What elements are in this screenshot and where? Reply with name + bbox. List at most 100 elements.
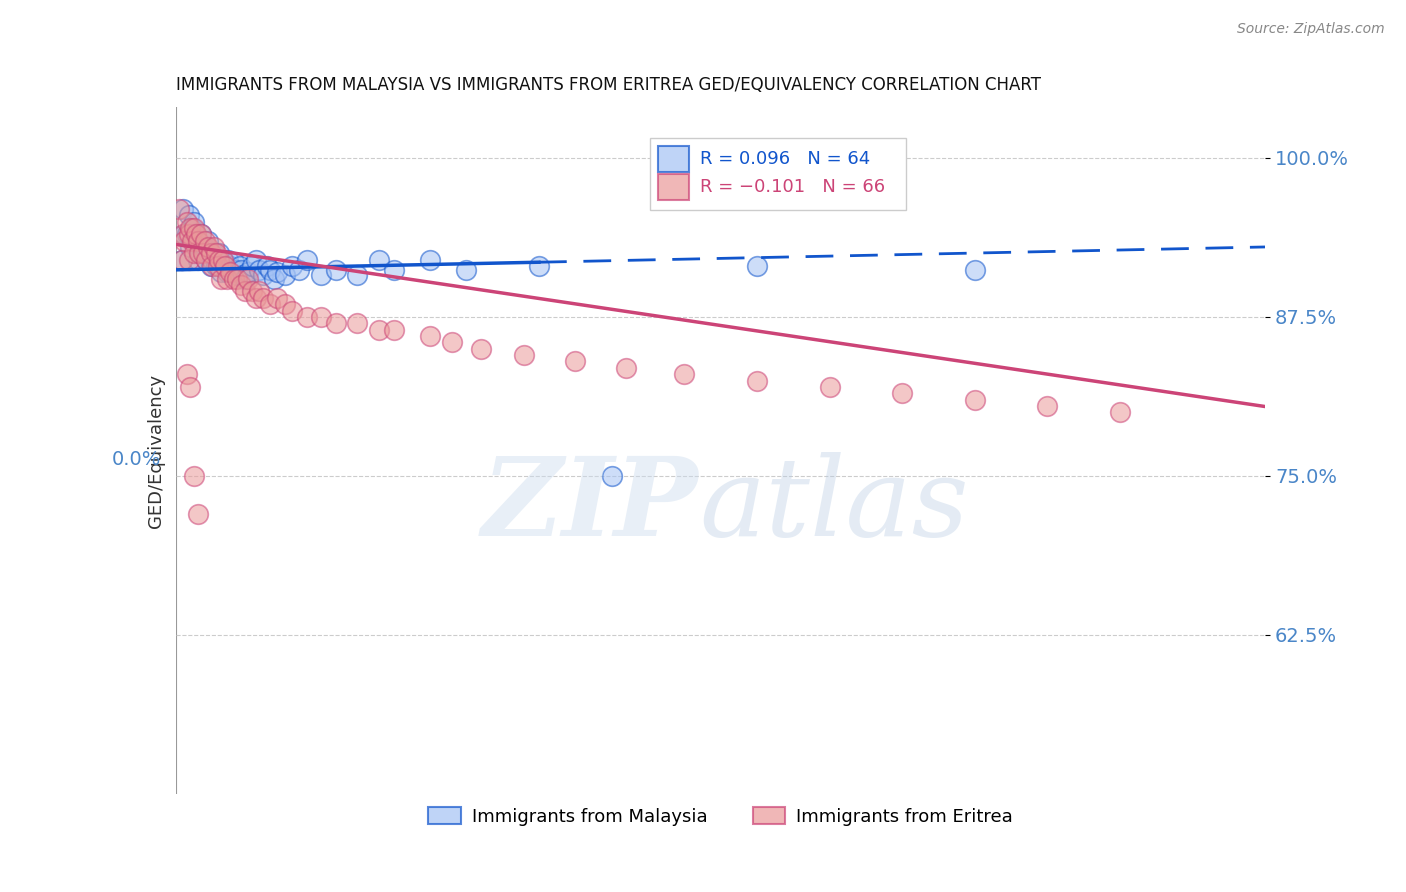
Point xyxy=(470,342,492,356)
Point xyxy=(963,263,986,277)
Point xyxy=(226,268,249,282)
Point xyxy=(231,278,253,293)
Point xyxy=(169,202,191,216)
Point xyxy=(208,246,231,260)
Point xyxy=(295,310,318,324)
Point xyxy=(176,214,198,228)
Point xyxy=(252,291,274,305)
Point xyxy=(614,360,637,375)
Text: atlas: atlas xyxy=(699,451,969,559)
Point xyxy=(177,208,200,222)
Point xyxy=(419,329,441,343)
Point xyxy=(238,271,260,285)
Point xyxy=(201,252,224,267)
Point xyxy=(219,259,242,273)
Point xyxy=(170,252,193,267)
Point xyxy=(247,263,270,277)
Point xyxy=(600,469,623,483)
Point xyxy=(266,265,288,279)
Point xyxy=(295,252,318,267)
Point xyxy=(201,259,224,273)
Point xyxy=(818,380,841,394)
Point xyxy=(274,297,297,311)
Point xyxy=(186,507,209,521)
Point xyxy=(222,271,245,285)
Text: 0.0%: 0.0% xyxy=(112,450,162,469)
Text: R = 0.096   N = 64: R = 0.096 N = 64 xyxy=(700,150,870,168)
Point xyxy=(263,271,285,285)
Point xyxy=(309,268,332,282)
Point xyxy=(186,252,209,267)
FancyBboxPatch shape xyxy=(650,138,905,211)
Point xyxy=(173,227,195,242)
Text: Source: ZipAtlas.com: Source: ZipAtlas.com xyxy=(1237,22,1385,37)
Point xyxy=(325,263,347,277)
Point xyxy=(183,214,205,228)
Point xyxy=(221,265,243,279)
Point xyxy=(202,246,225,260)
Point xyxy=(170,252,193,267)
Point xyxy=(382,323,405,337)
Point xyxy=(440,335,463,350)
Point xyxy=(527,259,550,273)
FancyBboxPatch shape xyxy=(658,145,689,171)
Point xyxy=(194,246,217,260)
Point xyxy=(202,240,225,254)
Point xyxy=(259,263,281,277)
Point xyxy=(179,220,201,235)
Point xyxy=(188,246,211,260)
Point xyxy=(368,323,391,337)
Point xyxy=(200,259,222,273)
Point xyxy=(228,259,250,273)
Point xyxy=(346,316,368,330)
Point xyxy=(194,240,217,254)
Point xyxy=(179,380,201,394)
Point xyxy=(184,227,207,242)
Point xyxy=(212,252,235,267)
Point xyxy=(197,234,219,248)
Point xyxy=(214,259,236,273)
Point xyxy=(419,252,441,267)
Point xyxy=(186,234,209,248)
Point xyxy=(177,227,200,242)
Text: IMMIGRANTS FROM MALAYSIA VS IMMIGRANTS FROM ERITREA GED/EQUIVALENCY CORRELATION : IMMIGRANTS FROM MALAYSIA VS IMMIGRANTS F… xyxy=(176,77,1040,95)
Point xyxy=(281,259,304,273)
Point xyxy=(188,246,211,260)
Y-axis label: GED/Equivalency: GED/Equivalency xyxy=(146,374,165,527)
Point xyxy=(195,252,218,267)
Legend: Immigrants from Malaysia, Immigrants from Eritrea: Immigrants from Malaysia, Immigrants fro… xyxy=(422,800,1019,833)
Point xyxy=(215,265,238,279)
Point xyxy=(217,252,239,267)
Point xyxy=(173,234,195,248)
Point xyxy=(233,271,256,285)
Point xyxy=(382,263,405,277)
Point xyxy=(204,246,226,260)
Point xyxy=(177,252,200,267)
Point xyxy=(281,303,304,318)
Point xyxy=(209,271,232,285)
Point xyxy=(195,252,218,267)
Point xyxy=(190,227,212,242)
Point xyxy=(215,271,238,285)
Point xyxy=(179,240,201,254)
Point xyxy=(346,268,368,282)
Point xyxy=(176,227,198,242)
Point xyxy=(176,367,198,381)
Point xyxy=(891,386,914,401)
Point xyxy=(208,252,231,267)
Point xyxy=(252,268,274,282)
Point xyxy=(288,263,311,277)
Point xyxy=(231,263,253,277)
Point xyxy=(193,246,215,260)
Point xyxy=(183,234,205,248)
Point xyxy=(1036,399,1059,413)
Point xyxy=(209,265,232,279)
Point xyxy=(184,227,207,242)
Point xyxy=(266,291,288,305)
Point xyxy=(180,220,202,235)
Point xyxy=(190,227,212,242)
Point xyxy=(172,202,194,216)
Point xyxy=(180,234,202,248)
Point xyxy=(247,285,270,299)
Point xyxy=(233,285,256,299)
